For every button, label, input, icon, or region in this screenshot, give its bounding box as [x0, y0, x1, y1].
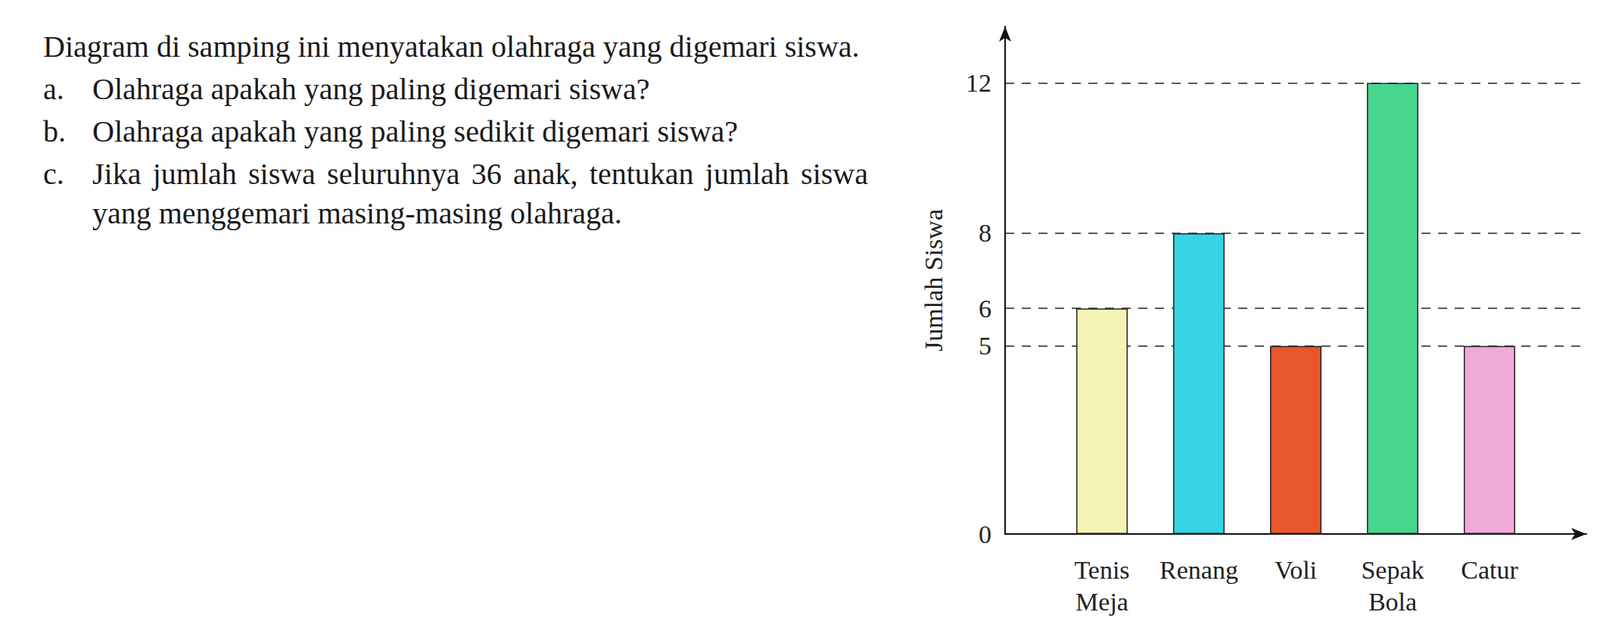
svg-text:6: 6: [978, 294, 992, 323]
svg-text:Voli: Voli: [1274, 555, 1317, 584]
html-text:Diagram di samping ini menyata: Diagram di samping ini menyatakan olahra…: [43, 29, 860, 64]
html-text:Jika jumlah siswa seluruhnya 3: Jika jumlah siswa seluruhnya 36 anak, te…: [92, 156, 869, 231]
svg-text:Catur: Catur: [1460, 555, 1519, 584]
svg-text:Tenis: Tenis: [1073, 555, 1130, 584]
svg-text:Jumlah Siswa: Jumlah Siswa: [919, 208, 948, 352]
svg-text:Sepak: Sepak: [1360, 555, 1424, 584]
svg-text:Renang: Renang: [1159, 555, 1239, 584]
html-text:Olahraga apakah yang paling di: Olahraga apakah yang paling digemari sis…: [92, 71, 650, 106]
html-text:Olahraga apakah yang paling se: Olahraga apakah yang paling sedikit dige…: [92, 114, 738, 149]
html-text:b.: b.: [43, 114, 66, 149]
html-text:c.: c.: [43, 156, 65, 191]
html-text:a.: a.: [43, 71, 65, 106]
svg-text:Meja: Meja: [1075, 587, 1129, 616]
svg-text:8: 8: [978, 218, 992, 247]
svg-text:12: 12: [965, 68, 992, 97]
svg-text:Bola: Bola: [1368, 587, 1417, 616]
svg-text:5: 5: [978, 331, 992, 360]
svg-text:0: 0: [978, 519, 992, 548]
